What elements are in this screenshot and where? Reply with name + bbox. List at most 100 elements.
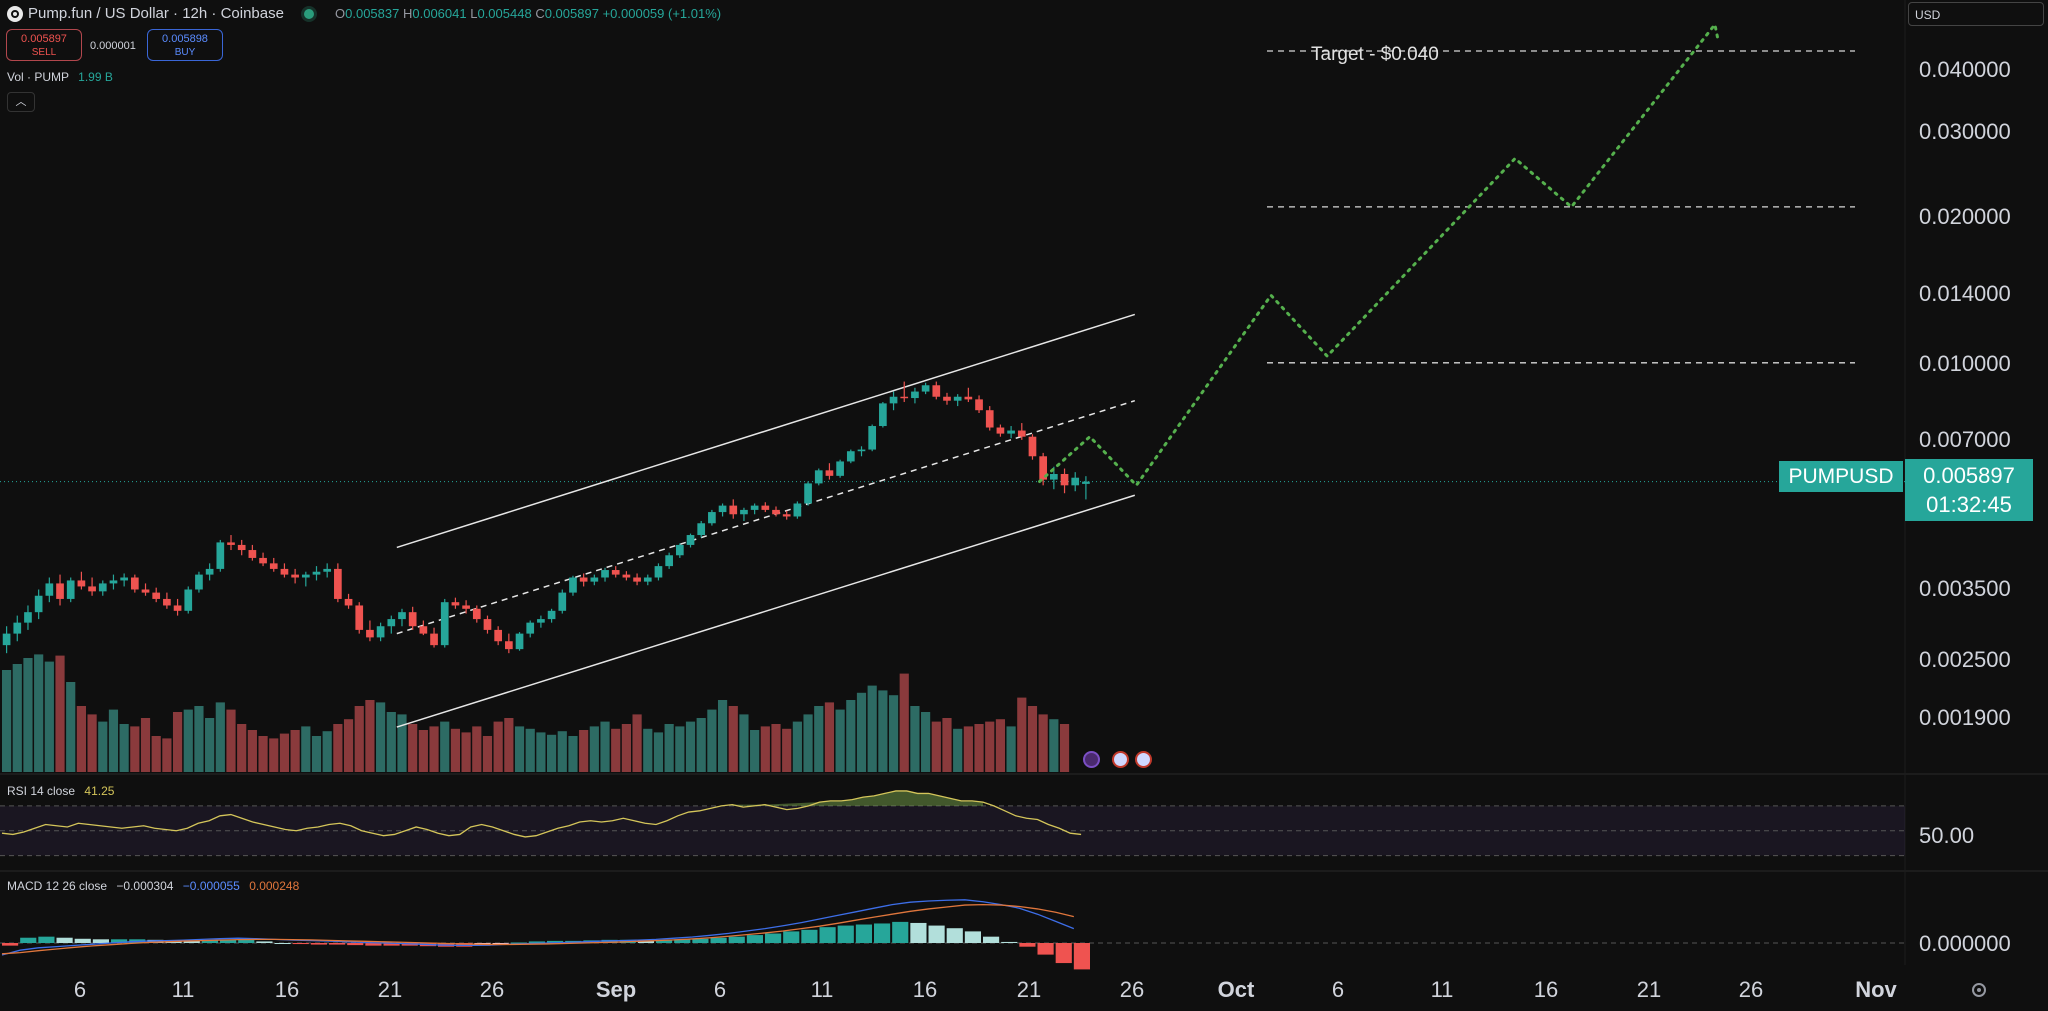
candle-body [633,577,641,582]
candle-body [109,580,118,584]
macd-histogram-bar [2,943,19,946]
volume-bar [365,700,375,772]
pump-logo-icon [7,6,23,22]
price-label: 0.003500 [1919,576,2011,601]
candle-body [1071,477,1080,486]
candle-body [601,570,609,578]
us-flag-event-icon[interactable] [1112,751,1129,768]
rsi-label: RSI 14 close [7,784,76,798]
volume-bar [974,724,984,772]
high-label: H [402,6,413,21]
rsi-legend[interactable]: RSI 14 close 41.25 [7,784,114,798]
volume-bar [172,712,183,772]
volume-bar [55,655,65,772]
market-status-icon [304,9,314,19]
candle-body [1060,473,1069,486]
target-annotation[interactable]: Target - $0.040 [1311,44,1439,65]
macd-histogram-bar [801,929,818,943]
candle-body [515,633,524,650]
volume-bar [376,702,386,772]
rsi-value: 41.25 [84,784,115,798]
price-label: 0.020000 [1919,204,2011,229]
date-label: 26 [1119,977,1145,1002]
currency-select[interactable]: USD [1908,2,2044,26]
candle-body [259,557,267,564]
last-price-tag: 0.005897 01:32:45 [1905,459,2033,521]
candle-body [13,622,22,634]
volume-bar [130,726,140,772]
candle-body [675,544,684,556]
candle-body [665,555,673,567]
volume-bar [215,702,225,772]
candle-body [836,461,844,476]
candle-body [88,586,96,592]
volume-bar [482,736,493,772]
volume-bar [611,728,621,772]
candle-body [45,583,54,596]
volume-bar [1059,724,1070,772]
macd-histogram-bar [783,931,800,943]
volume-bar [76,706,86,772]
volume-bar [1027,706,1038,772]
channel-line-middle [396,399,1136,635]
candle-body [643,577,652,582]
macd-histogram-bar [892,921,909,943]
candle-body [964,396,973,400]
volume-bar [814,706,824,772]
macd-histogram-bar [656,940,673,943]
macd-histogram-bar [547,940,564,943]
candle-body [237,544,246,551]
date-label: 21 [377,977,403,1002]
volume-bar [119,724,129,772]
close-label: C [535,6,545,21]
collapse-legend-button[interactable]: ︿ [7,92,35,112]
volume-bar [301,726,311,772]
volume-bar [493,721,503,772]
open-value: 0.005837 [345,6,400,21]
candle-body [868,426,877,450]
buy-label: BUY [174,47,196,58]
volume-legend[interactable]: Vol · PUMP 1.99 B [7,70,113,84]
volume-bar [953,728,963,772]
sell-button[interactable]: 0.005897 SELL [6,29,82,61]
candle-body [387,619,396,627]
symbol-title[interactable]: Pump.fun / US Dollar · 12h · Coinbase [28,5,284,22]
volume-bar [664,724,674,772]
volume-bar [921,712,931,772]
macd-histogram-bar [20,937,37,943]
macd-histogram-bar [56,937,73,943]
date-label: 21 [1016,977,1042,1002]
macd-histogram-bar [710,937,727,943]
candle-body [686,535,695,545]
us-flag-event-icon[interactable] [1135,751,1152,768]
volume-bar [589,726,599,772]
candle-body [430,633,438,646]
lightning-event-icon[interactable] [1083,751,1100,768]
date-label: 16 [912,977,938,1002]
price-label: 0.040000 [1919,57,2011,82]
candle-body [1017,430,1026,437]
volume-bar [739,714,749,772]
date-label: Nov [1855,977,1897,1002]
volume-value: 1.99 B [78,70,113,84]
volume-bar [343,719,354,772]
macd-legend[interactable]: MACD 12 26 close −0.000304 −0.000055 0.0… [7,879,299,893]
volume-bar [621,724,631,772]
price-label: 0.030000 [1919,119,2011,144]
macd-histogram-bar [1001,941,1018,943]
date-label: 6 [73,977,87,1002]
candle-body [24,612,32,623]
buy-button[interactable]: 0.005898 BUY [147,29,223,61]
candle-body [280,568,289,575]
date-label: 6 [713,977,727,1002]
volume-bar [931,721,941,772]
candle-body [697,523,706,536]
macd-histogram-bar [183,940,200,943]
gear-icon[interactable] [1972,983,1986,997]
candle-body [547,610,556,620]
candle-body [611,570,620,575]
open-label: O [335,6,346,21]
macd-hist-value: −0.000304 [116,879,174,893]
date-label: 21 [1636,977,1662,1002]
